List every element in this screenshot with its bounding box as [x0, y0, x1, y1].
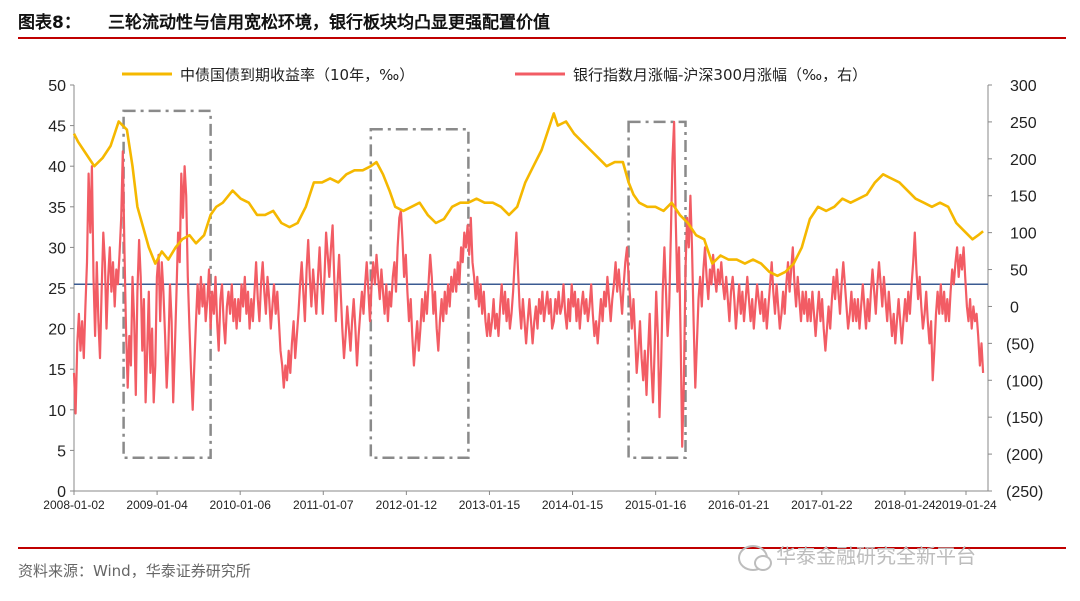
x-tick-label: 2019-01-24: [935, 498, 997, 512]
y-left-tick-label: 45: [48, 119, 66, 136]
source-note: 资料来源：Wind，华泰证券研究所: [18, 562, 251, 580]
legend-label-bank-excess: 银行指数月涨幅-沪深300月涨幅（‰，右）: [573, 66, 867, 84]
figure-title: 三轮流动性与信用宽松环境，银行板块均凸显更强配置价值: [108, 13, 550, 33]
chart-axes: 0 5 10 15 20 25 30 35 40 45 50 (250) (200) (150) (100)…: [43, 78, 1043, 512]
y-right-tick-label: (200): [1006, 447, 1043, 464]
y-right-tick-label: (50): [1006, 336, 1034, 353]
y-left-tick-label: 15: [48, 362, 66, 379]
y-left-tick-label: 40: [48, 159, 66, 176]
highlight-box: [122, 109, 212, 460]
figure-header: 图表8： 三轮流动性与信用宽松环境，银行板块均凸显更强配置价值: [0, 0, 1080, 40]
watermark-text: 华泰金融研究全新平台: [776, 544, 976, 568]
series-line-yield: [72, 112, 984, 278]
y-right-tick-label: (150): [1006, 410, 1043, 427]
x-tick-label: 2013-01-15: [459, 498, 521, 512]
y-left-tick-label: 0: [57, 484, 66, 501]
chart-series: [72, 112, 985, 448]
y-right-tick-label: 250: [1010, 115, 1037, 132]
x-tick-label: 2012-01-12: [376, 498, 438, 512]
y-left-tick-label: 5: [57, 443, 66, 460]
highlight-box: [369, 128, 470, 460]
y-left-tick-label: 10: [48, 403, 66, 420]
y-left-tick-label: 35: [48, 200, 66, 217]
chart-legend: 中债国债到期收益率（10年，‰） 银行指数月涨幅-沪深300月涨幅（‰，右）: [122, 66, 867, 84]
x-tick-label: 2016-01-21: [708, 498, 770, 512]
y-left-tick-label: 30: [48, 240, 66, 257]
y-right-tick-label: 300: [1010, 78, 1037, 95]
y-left-tick-label: 20: [48, 322, 66, 339]
x-tick-label: 2009-01-04: [126, 498, 188, 512]
y-right-tick-label: 100: [1010, 226, 1037, 243]
y-right-tick-label: 200: [1010, 152, 1037, 169]
x-tick-label: 2018-01-24: [874, 498, 936, 512]
series-line-bank-excess: [72, 120, 985, 448]
y-left-tick-label: 25: [48, 281, 66, 298]
watermark: 华泰金融研究全新平台: [738, 540, 976, 571]
legend-label-yield: 中债国债到期收益率（10年，‰）: [180, 66, 414, 84]
y-right-tick-label: (100): [1006, 373, 1043, 390]
x-tick-label: 2014-01-15: [542, 498, 604, 512]
y-right-tick-label: (250): [1006, 484, 1043, 501]
footer-divider: [18, 547, 1066, 549]
y-right-tick-label: 150: [1010, 189, 1037, 206]
y-right-tick-label: 50: [1010, 263, 1028, 280]
x-tick-label: 2008-01-02: [43, 498, 105, 512]
x-tick-label: 2010-01-06: [209, 498, 271, 512]
wechat-icon: [738, 544, 772, 571]
y-left-tick-label: 50: [48, 78, 66, 95]
y-right-tick-label: 0: [1010, 299, 1019, 316]
figure-label: 图表8：: [18, 13, 81, 33]
title-divider: [18, 37, 1066, 39]
x-tick-label: 2011-01-07: [293, 498, 354, 512]
x-tick-label: 2017-01-22: [791, 498, 853, 512]
x-tick-label: 2015-01-16: [625, 498, 687, 512]
